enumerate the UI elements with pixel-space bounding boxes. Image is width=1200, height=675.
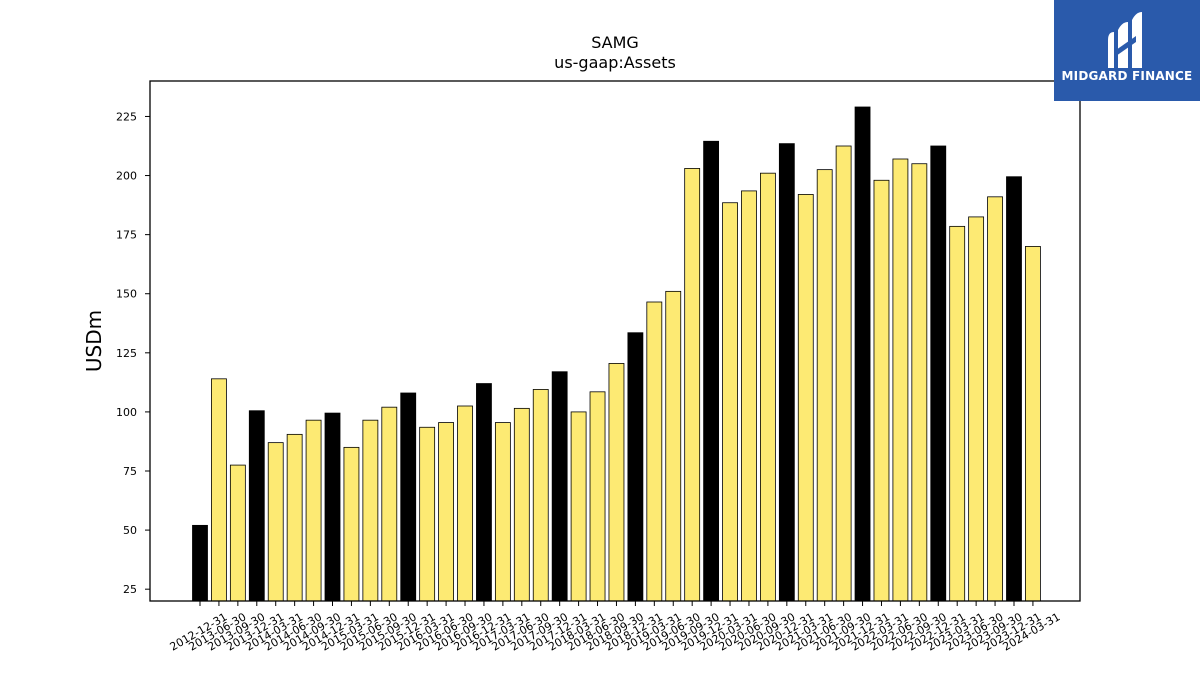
- midgard-logo-icon: [1108, 12, 1142, 68]
- bar-2016-06-30: [438, 422, 454, 602]
- y-tick-label: 75: [123, 465, 137, 478]
- bar-2013-09-30: [229, 464, 246, 602]
- bar-2022-09-30: [911, 163, 928, 602]
- bar-2017-09-30: [532, 389, 549, 602]
- bar-2019-06-30: [665, 290, 682, 602]
- y-tick-label: 25: [123, 583, 137, 596]
- bar-2020-03-31: [722, 202, 738, 602]
- bar-2016-03-31: [419, 426, 436, 602]
- bar-2019-03-31: [646, 301, 663, 602]
- y-tick-label: 225: [116, 110, 137, 123]
- bar-2017-12-31: [551, 371, 568, 602]
- bar-2015-06-30: [362, 419, 379, 602]
- y-tick-label: 125: [116, 347, 137, 360]
- bar-2023-06-30: [968, 216, 985, 602]
- chart-title: SAMG: [591, 33, 639, 52]
- bar-2015-12-31: [400, 392, 417, 602]
- bar-2018-03-31: [570, 411, 587, 602]
- bar-2022-12-31: [930, 145, 947, 602]
- bar-2014-12-31: [324, 412, 341, 602]
- bar-2017-03-31: [494, 422, 511, 602]
- bar-2016-12-31: [476, 383, 492, 602]
- bar-2014-06-30: [286, 433, 303, 602]
- bar-2020-12-31: [778, 143, 795, 602]
- bar-2018-12-31: [627, 332, 644, 602]
- bar-2020-06-30: [741, 190, 757, 602]
- bar-2012-12-31: [192, 524, 208, 602]
- bar-2014-09-30: [305, 419, 322, 602]
- bar-2021-09-30: [835, 145, 852, 602]
- bar-2013-12-31: [248, 410, 265, 602]
- bar-2014-03-31: [267, 442, 284, 602]
- bar-2023-09-30: [987, 196, 1003, 602]
- bar-2018-06-30: [589, 391, 606, 602]
- bars-group: [192, 106, 1041, 602]
- y-axis-ticks: 25 50 75 100 125 150 175 200 225: [116, 110, 150, 596]
- y-tick-label: 200: [116, 170, 137, 183]
- plot-frame: [149, 80, 1081, 602]
- bar-2022-06-30: [892, 158, 909, 602]
- bar-2024-03-31: [1025, 246, 1041, 602]
- bar-2020-09-30: [760, 172, 776, 602]
- bar-2021-06-30: [816, 169, 833, 602]
- bar-2015-09-30: [381, 406, 398, 602]
- bar-2023-12-31: [1006, 176, 1022, 602]
- y-axis-label: USDm: [82, 310, 106, 372]
- bar-2022-03-31: [873, 179, 890, 602]
- bar-2019-12-31: [703, 140, 720, 602]
- chart-subtitle: us-gaap:Assets: [554, 53, 676, 72]
- bar-2021-03-31: [797, 194, 814, 602]
- y-tick-label: 50: [123, 524, 137, 537]
- x-axis-ticks: 2012-12-312013-06-302013-09-302013-12-31…: [168, 601, 1062, 654]
- bar-2017-06-30: [513, 407, 530, 602]
- bar-2019-09-30: [684, 168, 701, 602]
- brand-logo: MIDGARD FINANCE: [1054, 0, 1200, 101]
- bar-2023-03-31: [949, 225, 966, 602]
- bar-2015-03-31: [343, 446, 360, 602]
- y-tick-label: 150: [116, 288, 137, 301]
- bar-2018-09-30: [608, 363, 625, 602]
- bar-2016-09-30: [457, 405, 473, 602]
- bar-2013-06-30: [211, 378, 227, 602]
- y-tick-label: 100: [116, 406, 137, 419]
- brand-name: MIDGARD FINANCE: [1061, 69, 1193, 83]
- bar-2021-12-31: [854, 106, 871, 602]
- y-tick-label: 175: [116, 229, 137, 242]
